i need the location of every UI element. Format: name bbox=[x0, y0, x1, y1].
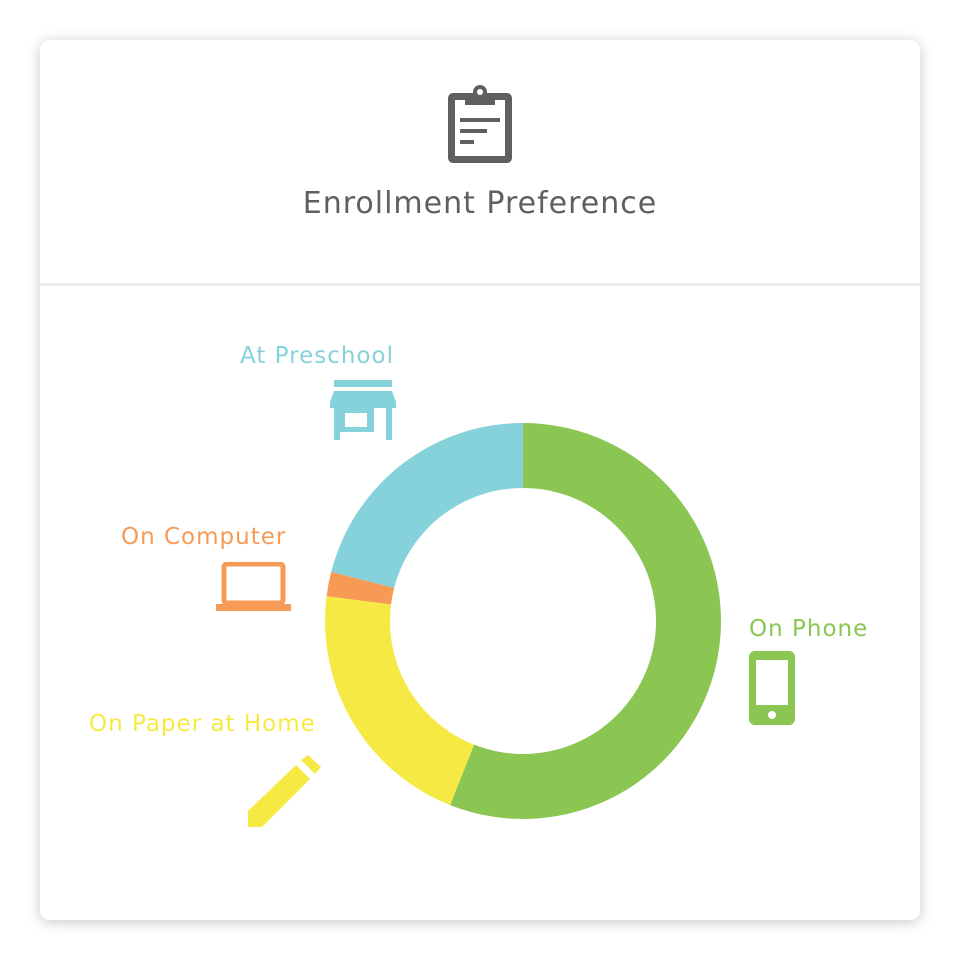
label-on-phone: On Phone bbox=[749, 616, 869, 642]
label-on-computer: On Computer bbox=[121, 524, 287, 550]
donut-slice-on-phone bbox=[450, 423, 721, 819]
phone-icon bbox=[749, 651, 795, 725]
divider bbox=[40, 283, 920, 286]
donut-slice-on-computer bbox=[326, 571, 395, 605]
card-title: Enrollment Preference bbox=[302, 186, 658, 221]
donut-slice-at-preschool bbox=[331, 423, 523, 588]
label-on-paper-at-home: On Paper at Home bbox=[89, 711, 316, 737]
clipboard-icon bbox=[448, 85, 512, 163]
pencil-icon bbox=[248, 755, 321, 827]
donut-slice-on-paper-at-home bbox=[325, 596, 475, 806]
storefront-icon bbox=[330, 380, 396, 440]
label-at-preschool: At Preschool bbox=[240, 343, 394, 369]
laptop-icon bbox=[216, 562, 291, 611]
